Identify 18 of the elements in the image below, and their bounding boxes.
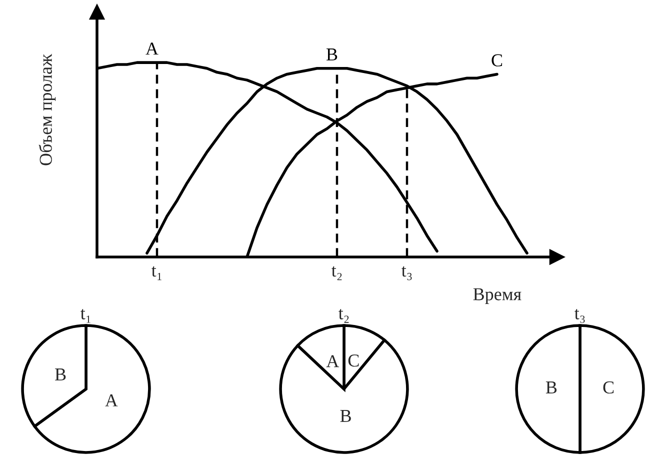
slice-label: C xyxy=(348,354,359,367)
chart-title: t₁ xyxy=(80,308,90,323)
series-label: C xyxy=(492,54,502,66)
x-tick-label: t₂ xyxy=(332,266,342,280)
x-axis-title: Время xyxy=(473,288,522,304)
series-label: B xyxy=(326,48,338,60)
slice-label: B xyxy=(546,382,557,394)
slice-label: C xyxy=(603,381,614,394)
x-tick-label: t₃ xyxy=(402,266,412,280)
y-axis-title: Объем пролаж xyxy=(38,54,56,166)
slice-label: A xyxy=(105,394,118,406)
x-tick-label: t₁ xyxy=(152,266,162,280)
chart-title: t₂ xyxy=(338,308,349,323)
slice-label: A xyxy=(326,355,340,368)
series-label: A xyxy=(146,42,158,55)
chart-title: t₃ xyxy=(574,308,585,323)
slice-label: B xyxy=(340,410,351,422)
slice-label: B xyxy=(55,368,66,380)
